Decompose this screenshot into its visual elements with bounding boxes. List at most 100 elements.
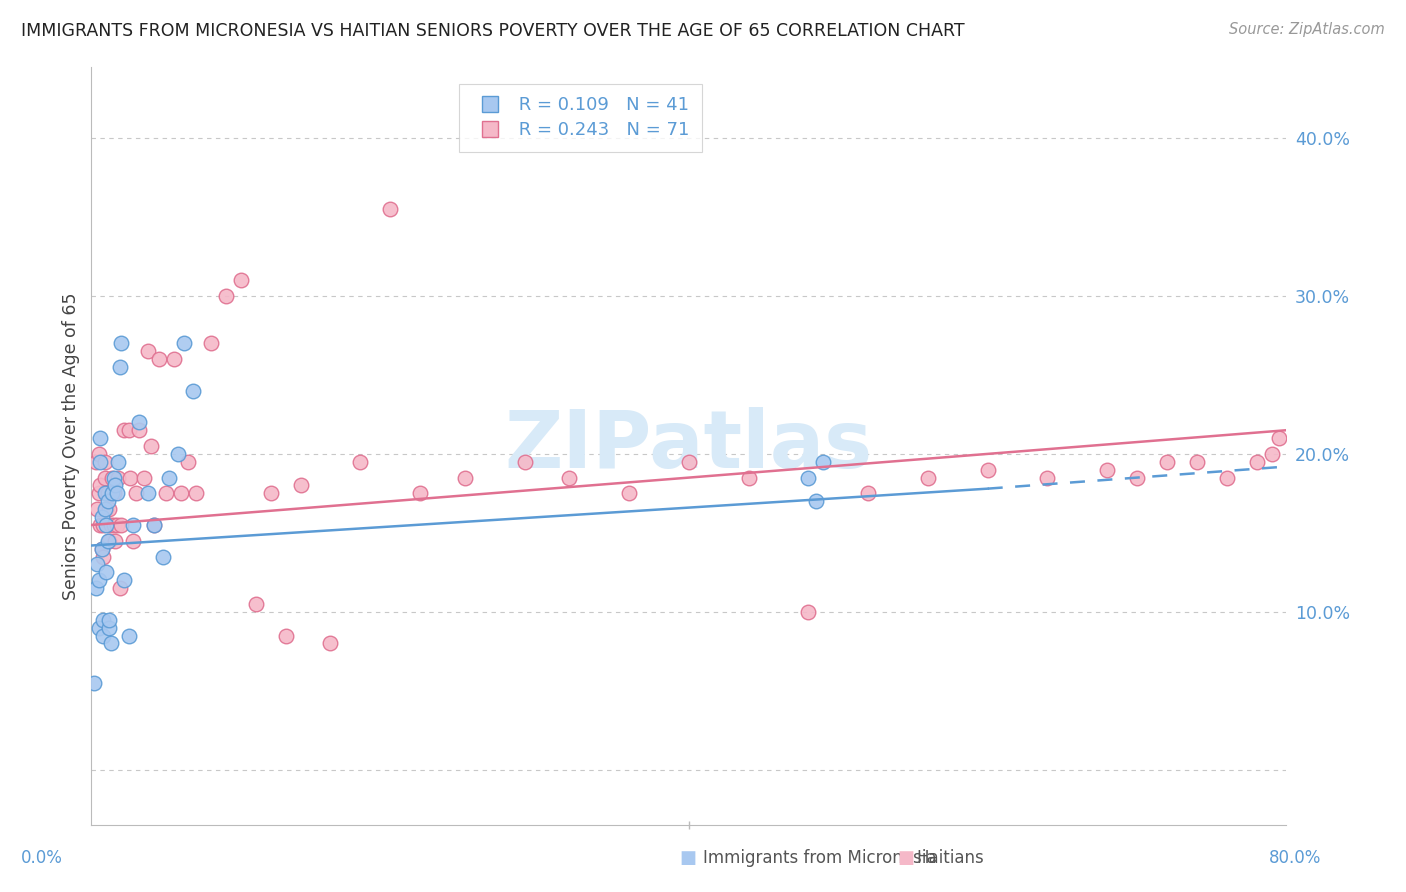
Point [103, 486, 125, 500]
Point [96, 486, 118, 500]
Point [619, 486, 641, 500]
Point [976, 463, 998, 477]
Point [917, 470, 939, 484]
Point [173, 336, 195, 351]
Text: IMMIGRANTS FROM MICRONESIA VS HAITIAN SENIORS POVERTY OVER THE AGE OF 65 CORRELA: IMMIGRANTS FROM MICRONESIA VS HAITIAN SE… [21, 22, 965, 40]
Point [89, 478, 111, 492]
Point [152, 549, 174, 564]
Point [128, 423, 150, 437]
Point [132, 470, 155, 484]
Text: ■: ■ [679, 849, 696, 867]
Point [110, 336, 132, 351]
Point [98, 533, 121, 548]
Point [97, 494, 120, 508]
Point [200, 336, 222, 351]
Point [118, 423, 141, 437]
Point [112, 423, 135, 437]
Text: ZIPatlas: ZIPatlas [505, 407, 873, 485]
Point [101, 486, 124, 500]
Point [215, 289, 238, 303]
Point [96, 518, 118, 533]
Point [1097, 463, 1119, 477]
Point [136, 486, 159, 500]
Point [184, 486, 207, 500]
Point [1260, 447, 1282, 461]
Point [108, 581, 131, 595]
Point [94, 486, 117, 500]
Point [274, 628, 297, 642]
Point [90, 541, 112, 556]
Point [141, 439, 163, 453]
Point [148, 352, 170, 367]
Point [89, 455, 111, 469]
Point [797, 470, 820, 484]
Point [128, 415, 150, 429]
Point [87, 486, 110, 500]
Point [100, 636, 122, 650]
Point [87, 621, 110, 635]
Text: 0.0%: 0.0% [21, 849, 63, 867]
Point [120, 470, 142, 484]
Point [122, 533, 145, 548]
Point [1185, 455, 1208, 469]
Point [1216, 470, 1239, 484]
Point [804, 494, 827, 508]
Point [94, 455, 117, 469]
Y-axis label: Seniors Poverty Over the Age of 65: Seniors Poverty Over the Age of 65 [62, 293, 80, 599]
Point [86, 502, 108, 516]
Point [162, 352, 184, 367]
Point [94, 470, 117, 484]
Point [105, 486, 128, 500]
Point [94, 502, 117, 516]
Point [118, 628, 141, 642]
Point [259, 486, 281, 500]
Point [155, 486, 177, 500]
Point [1268, 431, 1291, 445]
Point [96, 566, 118, 580]
Point [84, 581, 107, 595]
Point [1246, 455, 1268, 469]
Point [143, 518, 166, 533]
Point [100, 518, 122, 533]
Point [181, 384, 204, 398]
Point [797, 605, 820, 619]
Point [98, 613, 121, 627]
Point [558, 470, 581, 484]
Point [858, 486, 880, 500]
Point [89, 431, 111, 445]
Point [122, 518, 145, 533]
Point [97, 486, 120, 500]
Point [93, 628, 115, 642]
Point [89, 518, 111, 533]
Point [813, 455, 835, 469]
Text: Source: ZipAtlas.com: Source: ZipAtlas.com [1229, 22, 1385, 37]
Point [96, 502, 118, 516]
Point [103, 470, 125, 484]
Point [1036, 470, 1059, 484]
Point [90, 510, 112, 524]
Point [87, 574, 110, 588]
Point [1156, 455, 1178, 469]
Text: ■: ■ [897, 849, 914, 867]
Point [143, 518, 166, 533]
Point [93, 518, 115, 533]
Point [157, 470, 180, 484]
Point [349, 455, 371, 469]
Text: 80.0%: 80.0% [1270, 849, 1322, 867]
Text: Immigrants from Micronesia: Immigrants from Micronesia [703, 849, 936, 867]
Legend:  R = 0.109   N = 41,  R = 0.243   N = 71: R = 0.109 N = 41, R = 0.243 N = 71 [458, 84, 702, 152]
Point [177, 455, 200, 469]
Point [103, 518, 125, 533]
Point [319, 636, 342, 650]
Point [245, 597, 267, 611]
Point [98, 502, 121, 516]
Point [107, 455, 129, 469]
Point [98, 621, 121, 635]
Point [105, 518, 128, 533]
Point [87, 447, 110, 461]
Point [104, 478, 127, 492]
Point [513, 455, 536, 469]
Point [101, 470, 124, 484]
Point [229, 273, 252, 287]
Point [90, 541, 112, 556]
